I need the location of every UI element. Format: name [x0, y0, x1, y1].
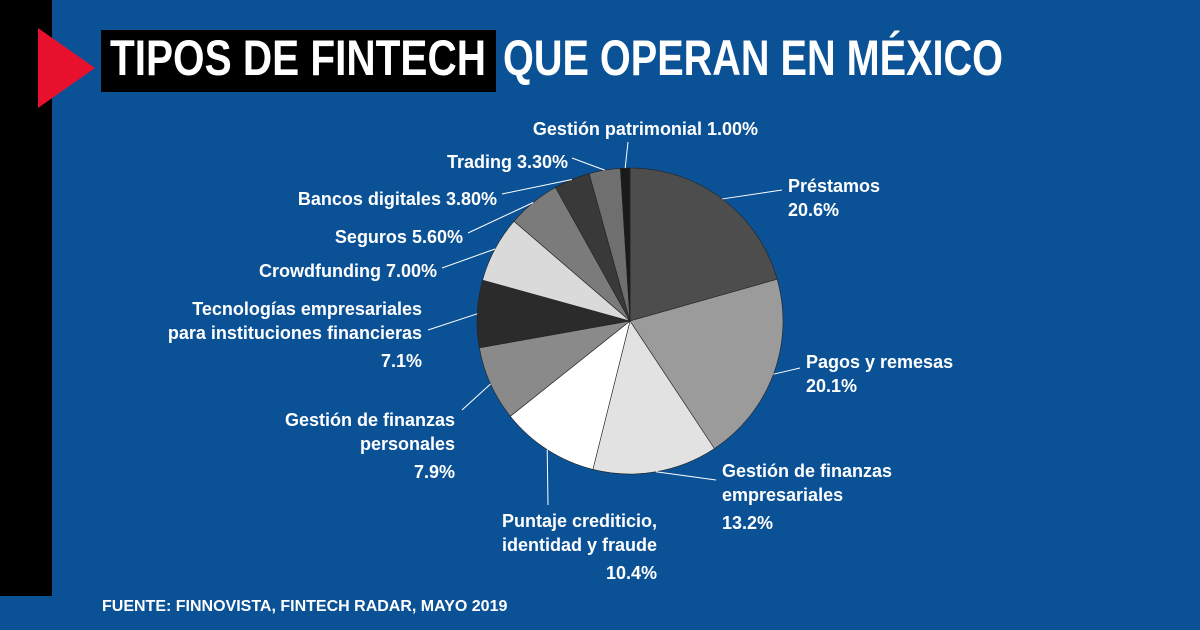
value-label: 1.00%	[707, 119, 758, 139]
category-label: Crowdfunding	[259, 261, 381, 281]
leader-line	[427, 313, 478, 331]
value-label: 3.80%	[446, 189, 497, 209]
leader-line	[773, 367, 801, 375]
pie-slice	[592, 320, 715, 475]
category-label: Gestión de finanzas	[722, 461, 892, 481]
value-label: 20.6%	[788, 200, 839, 220]
category-label: Gestión patrimonial	[533, 119, 702, 139]
leader-line	[624, 141, 629, 169]
leader-line	[441, 248, 496, 269]
value-label: 7.00%	[386, 261, 437, 281]
pie-slice	[629, 167, 778, 322]
leader-line	[571, 157, 605, 171]
category-label: personales	[360, 434, 455, 454]
category-label: Trading	[447, 152, 512, 172]
value-label: 13.2%	[722, 513, 773, 533]
category-label: Préstamos	[788, 176, 880, 196]
slice-label: Bancos digitales 3.80%	[298, 189, 497, 209]
slice-label: Trading 3.30%	[447, 152, 568, 172]
category-label: Puntaje crediticio,	[502, 511, 657, 531]
slice-label: Gestión patrimonial 1.00%	[533, 119, 758, 139]
value-label: 10.4%	[606, 563, 657, 583]
leader-line	[461, 383, 491, 411]
leader-line	[722, 189, 783, 200]
chart-title: QUE OPERAN EN MÉXICO	[503, 30, 1003, 86]
value-label: 20.1%	[806, 376, 857, 396]
pie-slice	[509, 320, 631, 470]
leader-line	[546, 449, 549, 506]
value-label: 7.1%	[381, 351, 422, 371]
title-box	[101, 30, 496, 92]
category-label: Seguros	[335, 227, 407, 247]
category-label: Bancos digitales	[298, 189, 441, 209]
category-label: Tecnologías empresariales	[192, 299, 422, 319]
leader-line	[655, 471, 717, 481]
chart-title: TIPOS DE FINTECH	[110, 30, 486, 86]
title-arrow	[38, 28, 95, 108]
category-label: empresariales	[722, 485, 843, 505]
leader-line	[501, 178, 572, 195]
leader-line	[467, 202, 534, 234]
pie-slice	[629, 278, 784, 450]
value-label: 5.60%	[412, 227, 463, 247]
slice-label: Crowdfunding 7.00%	[259, 261, 437, 281]
value-label: 7.9%	[414, 462, 455, 482]
slice-label: Seguros 5.60%	[335, 227, 463, 247]
category-label: identidad y fraude	[502, 535, 657, 555]
value-label: 3.30%	[517, 152, 568, 172]
category-label: para instituciones financieras	[168, 323, 422, 343]
source: FUENTE: FINNOVISTA, FINTECH RADAR, MAYO …	[102, 598, 507, 615]
pie-slice	[620, 167, 631, 322]
category-label: Pagos y remesas	[806, 352, 953, 372]
category-label: Gestión de finanzas	[285, 410, 455, 430]
